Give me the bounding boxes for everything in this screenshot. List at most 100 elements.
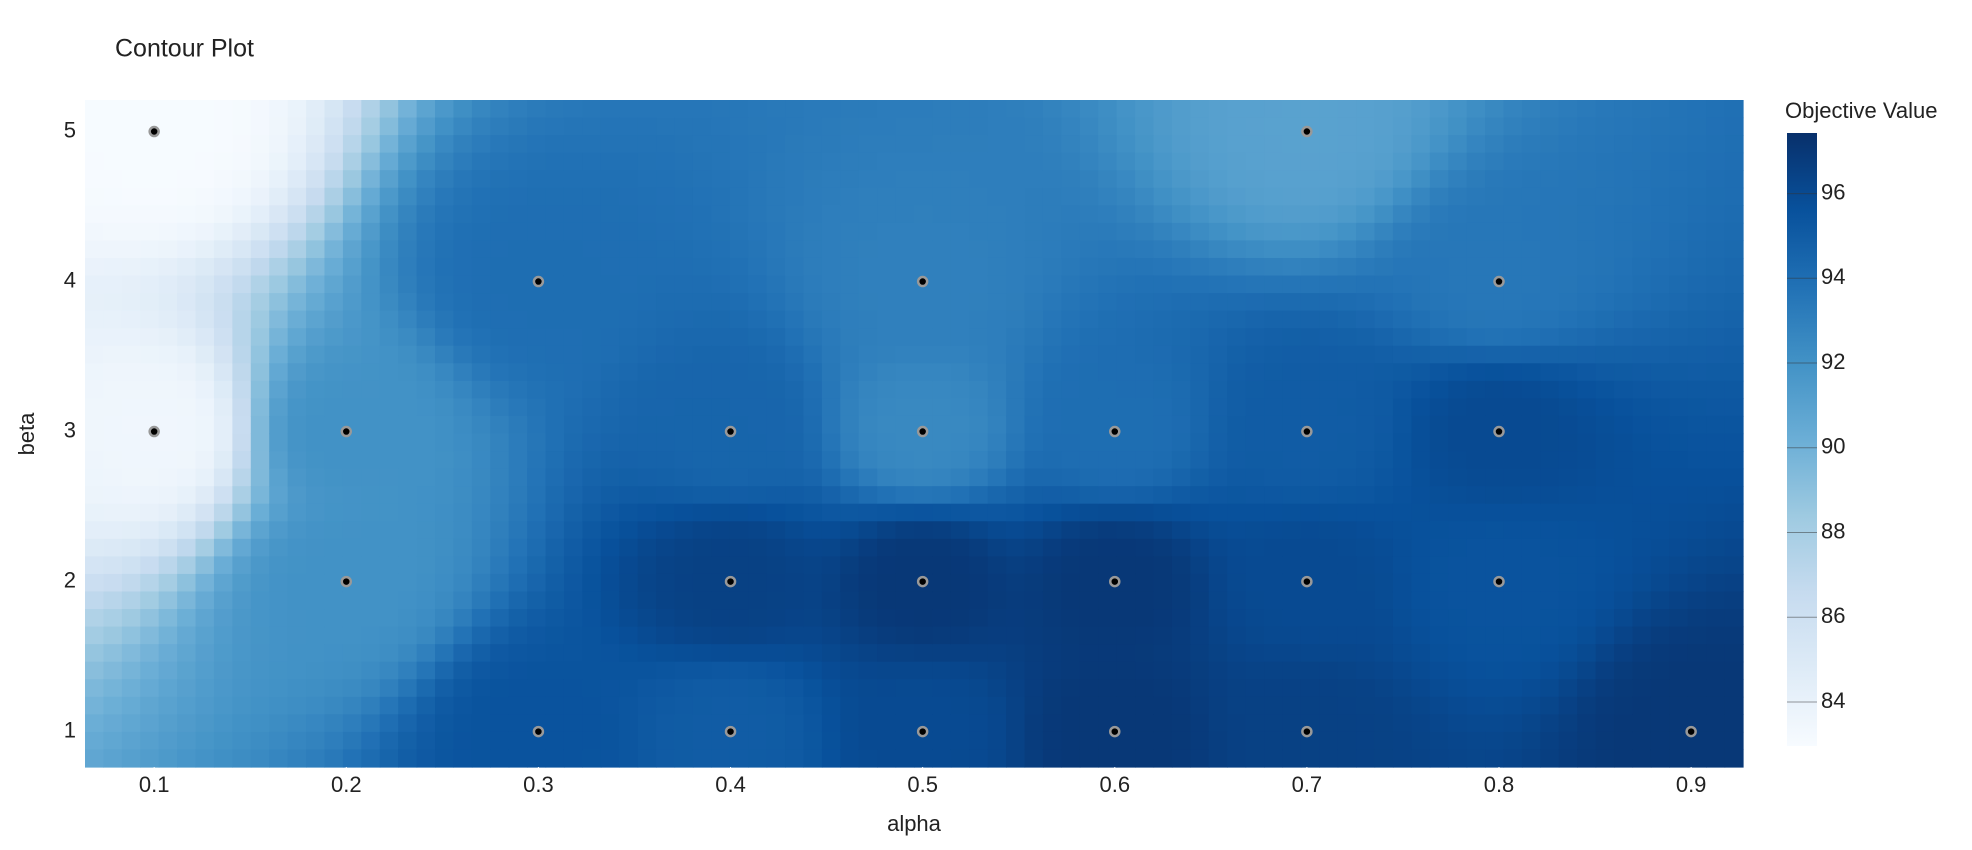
heat-cell (1061, 345, 1081, 364)
heat-cell (1614, 468, 1634, 487)
heat-cell (1706, 328, 1726, 347)
heat-cell (1282, 609, 1302, 628)
heat-cell (1282, 380, 1302, 399)
heat-cell (858, 451, 878, 470)
heat-cell (324, 100, 344, 119)
heat-cell (545, 257, 565, 277)
heat-cell (1356, 257, 1376, 277)
heat-cell (508, 468, 528, 487)
heat-cell (269, 205, 289, 224)
heat-cell (674, 626, 694, 645)
heat-cell (269, 714, 289, 733)
heat-cell (821, 486, 841, 505)
heat-cell (969, 205, 989, 224)
heat-cell (619, 433, 639, 452)
heat-cell (1024, 117, 1044, 136)
heat-cell (1540, 257, 1560, 277)
heat-cell (85, 187, 105, 206)
heat-cell (1614, 152, 1634, 171)
heat-cell (435, 117, 455, 136)
heat-cell (1079, 345, 1099, 364)
heat-cell (1190, 468, 1210, 487)
heat-cell (1411, 468, 1431, 487)
heat-cell (416, 205, 436, 224)
heat-cell (1319, 679, 1339, 698)
heat-cell (729, 117, 749, 136)
heat-cell (232, 468, 252, 487)
heat-cell (1429, 731, 1449, 751)
heat-cell (785, 486, 805, 505)
heat-cell (803, 345, 823, 364)
heat-cell (324, 345, 344, 364)
heat-cell (1669, 486, 1689, 505)
heat-cell (1632, 328, 1652, 347)
heat-cell (1135, 293, 1155, 312)
heat-cell (177, 240, 197, 259)
heat-cell (1116, 433, 1136, 452)
heat-cell (1153, 749, 1173, 768)
heat-cell (1190, 521, 1210, 540)
heat-cell (600, 293, 620, 312)
heat-cell (508, 222, 528, 242)
heat-cell (1392, 152, 1412, 171)
heat-cell (195, 310, 215, 329)
heat-cell (582, 591, 602, 610)
heat-cell (895, 415, 915, 435)
heat-cell (435, 679, 455, 698)
heat-cell (932, 415, 952, 435)
heat-cell (692, 468, 712, 487)
heat-cell (453, 468, 473, 487)
heat-cell (269, 468, 289, 487)
heat-cell (1485, 380, 1505, 399)
heat-cell (1374, 486, 1394, 505)
heat-cell (508, 100, 528, 119)
heat-cell (692, 591, 712, 610)
heat-cell (1282, 696, 1302, 715)
heat-cell (821, 749, 841, 768)
heat-cell (508, 486, 528, 505)
heat-cell (1135, 117, 1155, 136)
heat-cell (1006, 538, 1026, 557)
heat-cell (1319, 451, 1339, 470)
heat-cell (490, 152, 510, 171)
heat-cell (361, 363, 381, 382)
heat-cell (250, 714, 270, 733)
heat-cell (1595, 117, 1615, 136)
heat-cell (637, 556, 657, 575)
heat-cell (85, 345, 105, 364)
heat-cell (1595, 591, 1615, 610)
heat-cell (1521, 205, 1541, 224)
heat-cell (674, 117, 694, 136)
heat-cell (1079, 363, 1099, 382)
heat-cell (324, 170, 344, 189)
heat-cell (729, 152, 749, 171)
heat-cell (1724, 749, 1744, 768)
heat-cell (766, 135, 786, 154)
heat-cell (379, 503, 399, 522)
heat-cell (490, 415, 510, 435)
heat-cell (674, 240, 694, 259)
heat-cell (711, 451, 731, 470)
heat-cell (1061, 696, 1081, 715)
heat-cell (342, 468, 362, 487)
heat-cell (582, 170, 602, 189)
heat-cell (1171, 556, 1191, 575)
heat-cell (269, 398, 289, 417)
heat-cell (987, 714, 1007, 733)
heat-cell (1264, 451, 1284, 470)
heat-cell (471, 310, 491, 329)
heat-cell (1079, 205, 1099, 224)
heat-cell (785, 293, 805, 312)
heat-cell (563, 152, 583, 171)
heat-cell (1521, 679, 1541, 698)
heat-cell (213, 240, 233, 259)
heat-cell (250, 415, 270, 435)
heat-cell (1042, 100, 1062, 119)
heat-cell (342, 556, 362, 575)
heat-cell (600, 468, 620, 487)
x-tick-label: 0.9 (1676, 772, 1707, 797)
heat-cell (1558, 749, 1578, 768)
heat-cell (1392, 556, 1412, 575)
heat-cell (490, 222, 510, 242)
heat-cell (545, 100, 565, 119)
